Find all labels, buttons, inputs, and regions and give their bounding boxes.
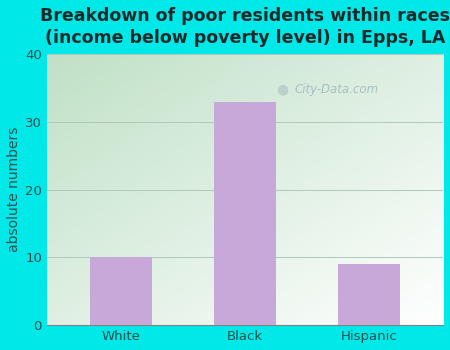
Bar bbox=[90, 258, 152, 325]
Title: Breakdown of poor residents within races
(income below poverty level) in Epps, L: Breakdown of poor residents within races… bbox=[40, 7, 450, 47]
Bar bbox=[338, 264, 400, 325]
Text: ●: ● bbox=[277, 83, 288, 97]
Text: City-Data.com: City-Data.com bbox=[294, 83, 378, 96]
Y-axis label: absolute numbers: absolute numbers bbox=[7, 127, 21, 252]
Bar bbox=[214, 102, 276, 325]
